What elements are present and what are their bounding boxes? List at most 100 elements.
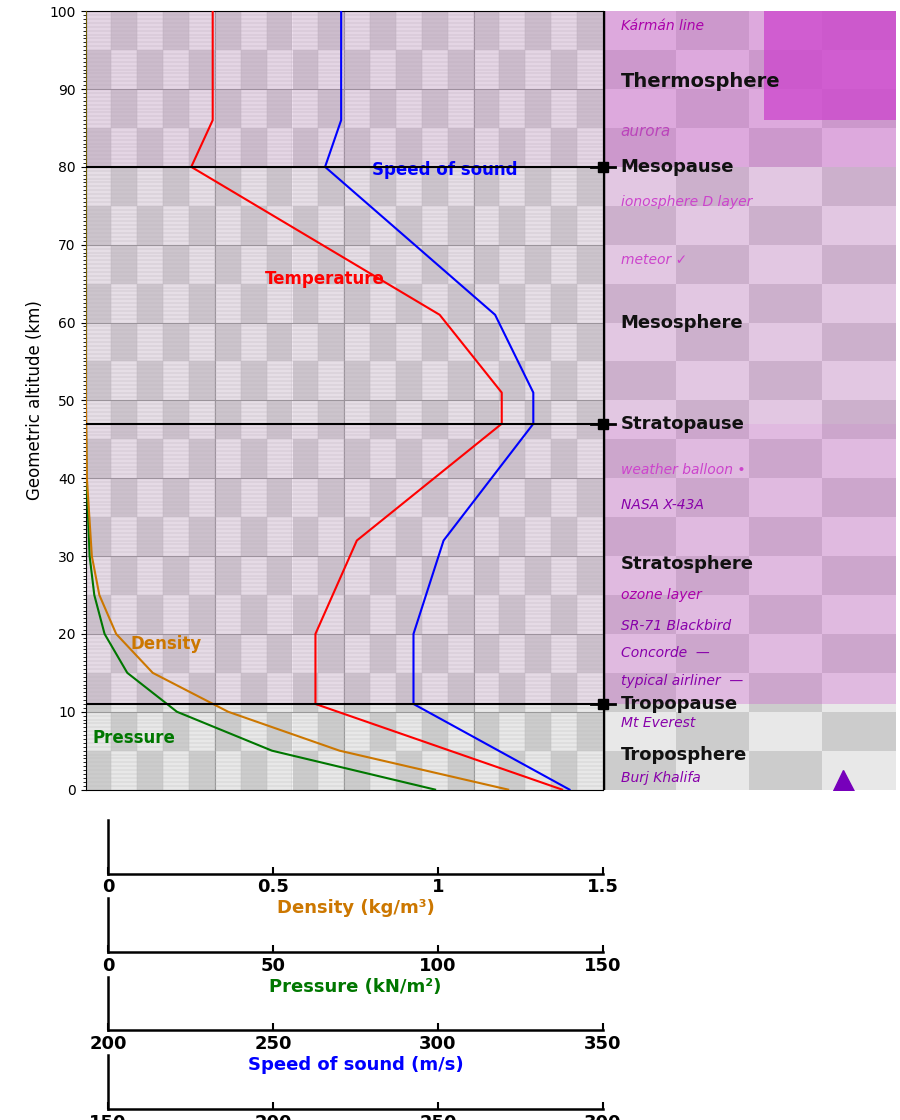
Bar (266, 557, 292, 595)
Bar (526, 90, 551, 128)
Bar (676, 712, 749, 750)
Bar (215, 478, 240, 517)
Bar (86, 283, 112, 323)
Bar (163, 362, 189, 401)
Bar (749, 283, 823, 323)
Bar (396, 750, 422, 790)
Bar (240, 750, 266, 790)
Bar (292, 673, 319, 712)
Bar (603, 167, 676, 206)
Bar (370, 439, 396, 478)
Bar (266, 50, 292, 90)
Bar (749, 50, 823, 90)
Bar (266, 595, 292, 634)
Bar (370, 283, 396, 323)
Bar (396, 283, 422, 323)
Bar (551, 206, 577, 245)
Bar (292, 283, 319, 323)
Bar (137, 401, 163, 439)
Bar (447, 557, 473, 595)
Bar (215, 323, 240, 362)
Bar (292, 206, 319, 245)
Bar (370, 517, 396, 557)
Bar (396, 50, 422, 90)
Bar (189, 11, 215, 50)
Bar (319, 439, 344, 478)
Text: Stratopause: Stratopause (620, 414, 744, 432)
Bar (447, 50, 473, 90)
Bar (749, 206, 823, 245)
Bar (526, 478, 551, 517)
Bar (823, 128, 896, 167)
Bar (292, 557, 319, 595)
Bar (370, 362, 396, 401)
Bar (447, 401, 473, 439)
Bar (163, 50, 189, 90)
Bar (163, 712, 189, 750)
Bar (396, 90, 422, 128)
Bar (163, 323, 189, 362)
Bar (603, 206, 676, 245)
Bar (344, 750, 370, 790)
Text: Stratosphere: Stratosphere (620, 554, 753, 572)
Bar (163, 517, 189, 557)
Bar (319, 167, 344, 206)
Bar (500, 517, 526, 557)
Text: ozone layer: ozone layer (620, 588, 701, 603)
Bar (344, 517, 370, 557)
Bar (86, 362, 112, 401)
Bar (137, 362, 163, 401)
Bar (447, 750, 473, 790)
Bar (473, 206, 500, 245)
Bar (676, 283, 749, 323)
Bar (344, 245, 370, 283)
Bar (577, 439, 603, 478)
Bar (240, 245, 266, 283)
Bar (344, 11, 370, 50)
Bar (266, 90, 292, 128)
Bar (447, 439, 473, 478)
Bar (189, 712, 215, 750)
Bar (676, 557, 749, 595)
Text: ionosphere D layer: ionosphere D layer (620, 195, 751, 209)
Text: Speed of sound: Speed of sound (372, 160, 518, 179)
Bar (749, 167, 823, 206)
Bar (396, 245, 422, 283)
Bar (137, 517, 163, 557)
Bar (500, 478, 526, 517)
Bar (396, 712, 422, 750)
Bar (577, 673, 603, 712)
Bar (396, 595, 422, 634)
Bar (292, 323, 319, 362)
Bar (749, 439, 823, 478)
Bar (676, 401, 749, 439)
Bar (292, 401, 319, 439)
Bar (551, 712, 577, 750)
Bar (396, 206, 422, 245)
Bar (551, 50, 577, 90)
Bar (344, 362, 370, 401)
Bar (215, 283, 240, 323)
Bar (473, 50, 500, 90)
Bar (551, 673, 577, 712)
Bar (112, 750, 137, 790)
Bar (500, 595, 526, 634)
Bar (86, 673, 112, 712)
Bar (551, 11, 577, 50)
Bar (526, 595, 551, 634)
Bar (266, 11, 292, 50)
Bar (215, 517, 240, 557)
Bar (500, 206, 526, 245)
Bar (422, 517, 447, 557)
Bar (137, 283, 163, 323)
Bar (240, 128, 266, 167)
Bar (823, 439, 896, 478)
Bar (603, 634, 676, 673)
Bar (447, 362, 473, 401)
Bar (370, 557, 396, 595)
Bar (422, 323, 447, 362)
Bar (266, 673, 292, 712)
Bar (266, 634, 292, 673)
Bar (163, 167, 189, 206)
Bar (676, 323, 749, 362)
